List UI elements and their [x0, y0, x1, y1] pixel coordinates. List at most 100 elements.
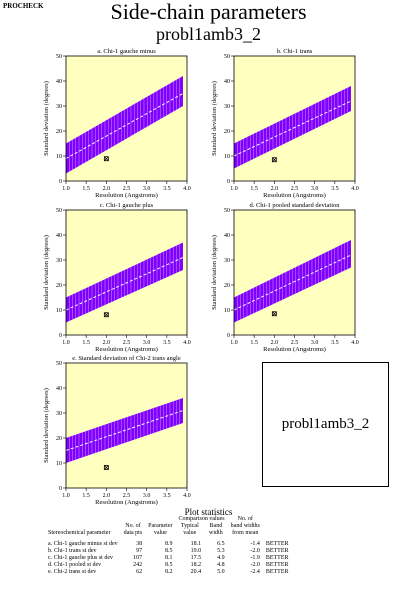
data-point-cross — [272, 157, 277, 162]
stats-band: 5.0 — [217, 569, 225, 575]
y-axis-label: Standard deviation (degrees) — [43, 81, 50, 156]
y-tick-label: 40 — [56, 233, 62, 239]
data-point — [271, 311, 277, 317]
x-tick-label: 3.5 — [331, 340, 339, 346]
stats-n: 62 — [136, 569, 143, 575]
stats-header-row-3: Stereochemical parameter data pts value … — [48, 530, 292, 537]
x-tick-label: 4.0 — [351, 186, 359, 192]
stats-table: Comparison values No. of No. of Paramete… — [48, 516, 292, 576]
page-title: Side-chain parameters — [110, 0, 307, 24]
y-tick-label: 40 — [56, 79, 62, 85]
x-tick-label: 1.5 — [82, 186, 90, 192]
x-tick-label: 2.5 — [123, 186, 131, 192]
y-tick-label: 50 — [56, 361, 62, 367]
chart-title: a. Chi-1 gauche minus — [97, 48, 156, 55]
stats-col-nopts-2: data pts — [123, 530, 143, 536]
y-tick-label: 50 — [224, 54, 230, 60]
y-tick-label: 20 — [224, 129, 230, 135]
x-tick-label: 2.0 — [271, 186, 279, 192]
y-tick-label: 50 — [56, 208, 62, 214]
x-tick-label: 2.5 — [291, 340, 299, 346]
stats-col-nopts-1: No. of — [125, 523, 141, 529]
y-tick-label: 30 — [56, 411, 62, 417]
chart-title: d. Chi-1 pooled standard deviation — [249, 202, 340, 209]
y-axis-label: Standard deviation (degrees) — [211, 81, 218, 156]
y-tick-label: 0 — [59, 179, 62, 185]
x-tick-label: 1.5 — [82, 340, 90, 346]
x-tick-label: 4.0 — [183, 493, 191, 499]
data-point-cross — [272, 311, 277, 316]
program-label: PROCHECK — [3, 2, 44, 10]
stats-n: 242 — [133, 562, 143, 568]
x-tick-label: 1.0 — [230, 340, 238, 346]
stats-n: 97 — [136, 548, 143, 554]
stats-band: 6.5 — [217, 541, 225, 547]
stats-row: d. Chi-1 pooled st dev 242 8.5 18.2 4.8 … — [48, 562, 292, 569]
stats-typical: 18.2 — [190, 562, 202, 568]
stats-col-typical-2: value — [183, 530, 197, 536]
x-axis-label: Resolution (Angstroms) — [263, 346, 326, 353]
x-tick-label: 1.0 — [62, 493, 70, 499]
x-tick-label: 1.5 — [250, 186, 258, 192]
stats-value: 8.5 — [164, 562, 173, 568]
x-tick-label: 3.0 — [311, 340, 319, 346]
stats-typical: 19.0 — [190, 548, 202, 554]
mean-line — [65, 257, 184, 311]
y-axis-label: Standard deviation (degrees) — [211, 235, 218, 310]
x-tick-label: 3.5 — [163, 186, 171, 192]
x-tick-label: 1.0 — [230, 186, 238, 192]
stats-col-param: Stereochemical parameter — [48, 530, 111, 536]
structure-id-box: probl1amb3_2 — [262, 362, 389, 487]
x-tick-label: 2.0 — [103, 340, 111, 346]
x-tick-label: 3.5 — [163, 493, 171, 499]
mean-line — [233, 100, 352, 157]
stats-row: c. Chi-1 gauche plus st dev 107 8.1 17.5… — [48, 555, 292, 562]
y-tick-label: 30 — [224, 104, 230, 110]
stats-param: a. Chi-1 gauche minus st dev — [48, 541, 118, 547]
stats-verdict: BETTER — [265, 569, 289, 575]
page-subtitle: probl1amb3_2 — [156, 24, 261, 44]
stats-col-band-2: width — [209, 530, 223, 536]
stats-col-nbw-1: No. of — [237, 516, 253, 522]
stats-nbw: -2.0 — [250, 548, 260, 554]
stats-band: 4.8 — [217, 562, 225, 568]
x-tick-label: 1.0 — [62, 186, 70, 192]
stats-title: Plot statistics — [184, 507, 233, 517]
stats-value: 8.5 — [164, 548, 173, 554]
stats-header-row-2: No. of Parameter Typical Band band width… — [48, 523, 292, 530]
x-tick-label: 2.0 — [103, 493, 111, 499]
y-tick-label: 10 — [56, 308, 62, 314]
x-tick-label: 2.5 — [291, 186, 299, 192]
data-point — [271, 157, 277, 163]
x-tick-label: 4.0 — [183, 186, 191, 192]
stats-row: b. Chi-1 trans st dev 97 8.5 19.0 5.3 -2… — [48, 548, 292, 555]
stats-nbw: -2.0 — [250, 562, 260, 568]
y-tick-label: 10 — [56, 461, 62, 467]
y-tick-label: 50 — [56, 54, 62, 60]
chart-title: e. Standard deviation of Chi-2 trans ang… — [72, 355, 181, 362]
x-axis-label: Resolution (Angstroms) — [95, 499, 158, 506]
stats-n: 107 — [133, 555, 143, 561]
stats-param: d. Chi-1 pooled st dev — [48, 562, 102, 568]
x-tick-label: 4.0 — [183, 340, 191, 346]
mean-line — [65, 410, 184, 451]
stats-typical: 17.5 — [190, 555, 202, 561]
x-axis-label: Resolution (Angstroms) — [95, 192, 158, 199]
stats-col-value-2: value — [153, 530, 167, 536]
y-tick-label: 0 — [227, 333, 230, 339]
stats-row: a. Chi-1 gauche minus st dev 38 8.9 18.1… — [48, 541, 292, 548]
structure-id-label: probl1amb3_2 — [281, 416, 370, 432]
y-tick-label: 30 — [224, 258, 230, 264]
y-tick-label: 0 — [59, 333, 62, 339]
y-tick-label: 0 — [59, 486, 62, 492]
chart-title: b. Chi-1 trans — [277, 48, 313, 55]
stats-param: b. Chi-1 trans st dev — [48, 548, 97, 554]
chart-title: c. Chi-1 gauche plus — [100, 202, 154, 209]
y-tick-label: 0 — [227, 179, 230, 185]
stats-verdict: BETTER — [265, 548, 289, 554]
stats-value: 8.1 — [164, 555, 173, 561]
data-point — [103, 312, 109, 318]
x-tick-label: 3.5 — [163, 340, 171, 346]
y-tick-label: 40 — [224, 233, 230, 239]
stats-typical: 20.4 — [190, 569, 202, 575]
